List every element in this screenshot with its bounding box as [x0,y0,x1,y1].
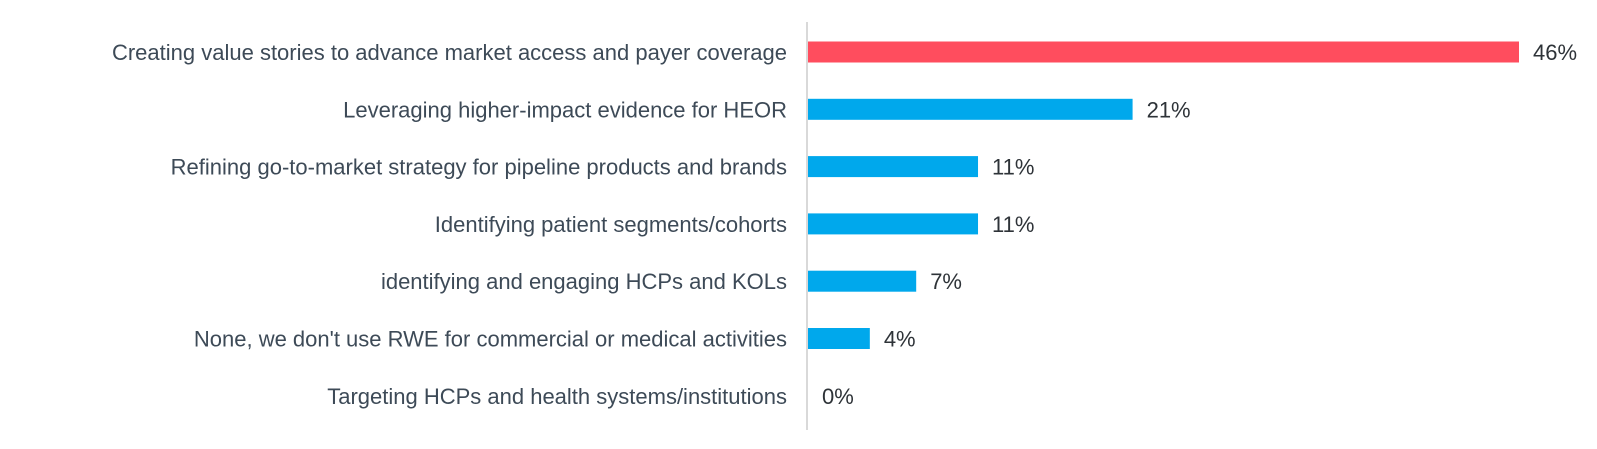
bar [808,270,917,292]
value-labels: 46% 21% 11% 11% 7% 4% 0% [822,40,1577,409]
bars [808,41,1519,349]
category-labels: Creating value stories to advance market… [112,40,787,409]
category-label: identifying and engaging HCPs and KOLs [381,269,787,294]
bar [808,213,979,235]
category-label: Refining go-to-market strategy for pipel… [171,155,787,180]
value-label: 11% [992,212,1034,237]
value-label: 46% [1533,40,1577,65]
category-label: Identifying patient segments/cohorts [435,212,787,237]
value-label: 7% [930,269,962,294]
bar [808,328,870,349]
category-label: Creating value stories to advance market… [112,40,787,65]
bar [808,98,1133,120]
category-label: Leveraging higher-impact evidence for HE… [343,97,787,122]
bar [808,41,1519,63]
value-label: 4% [884,327,916,352]
value-label: 11% [992,155,1034,180]
category-label: Targeting HCPs and health systems/instit… [327,384,787,409]
bar [808,156,979,178]
value-label: 21% [1147,97,1191,122]
value-label: 0% [822,384,854,409]
category-label: None, we don't use RWE for commercial or… [194,327,787,352]
